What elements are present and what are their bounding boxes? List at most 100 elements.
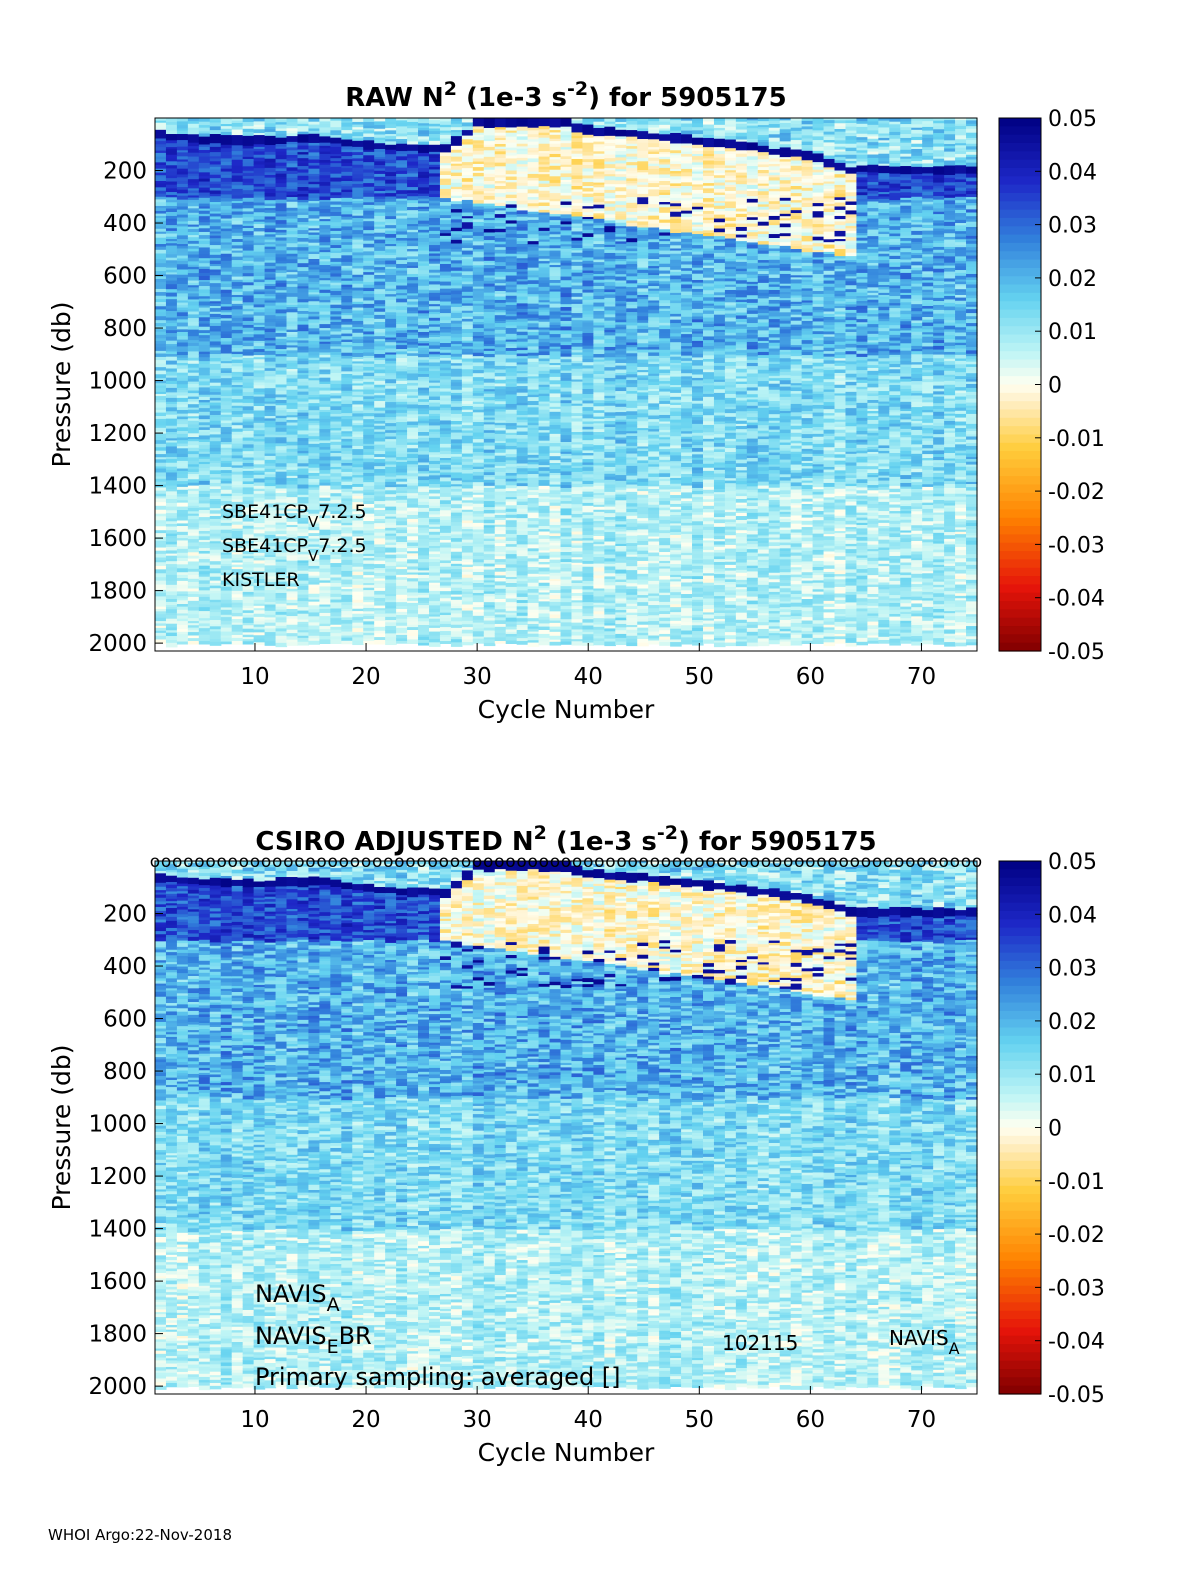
heatmap-cell	[286, 321, 299, 325]
heatmap-cell	[286, 371, 299, 376]
heatmap-cell	[429, 140, 441, 146]
heatmap-cell	[275, 387, 288, 392]
heatmap-cell	[286, 463, 299, 468]
heatmap-cell	[385, 391, 397, 396]
heatmap-cell	[341, 333, 353, 337]
heatmap-cell	[330, 209, 342, 213]
heatmap-cell	[286, 386, 299, 391]
heatmap-cell	[275, 363, 288, 369]
heatmap-cell	[187, 148, 200, 154]
heatmap-cell	[286, 284, 299, 288]
heatmap-cell	[231, 303, 244, 307]
heatmap-cell	[308, 580, 320, 583]
heatmap-cell	[242, 419, 255, 423]
heatmap-cell	[176, 466, 189, 470]
heatmap-cell	[297, 619, 310, 623]
heatmap-cell	[297, 163, 310, 167]
heatmap-cell	[187, 273, 200, 278]
heatmap-cell	[450, 584, 463, 589]
heatmap-cell	[319, 485, 331, 491]
heatmap-cell	[297, 145, 310, 151]
heatmap-cell	[286, 524, 299, 528]
heatmap-cell	[297, 276, 310, 281]
heatmap-cell	[308, 269, 320, 273]
heatmap-cell	[209, 411, 222, 416]
heatmap-cell	[264, 147, 277, 153]
heatmap-cell	[418, 171, 430, 176]
heatmap-cell	[319, 157, 331, 161]
heatmap-cell	[264, 298, 277, 302]
heatmap-cell	[155, 602, 167, 608]
heatmap-cell	[198, 604, 211, 608]
heatmap-cell	[341, 278, 353, 282]
heatmap-cell	[155, 466, 167, 470]
heatmap-cell	[209, 434, 222, 439]
heatmap-cell	[319, 171, 331, 176]
heatmap-cell	[198, 594, 211, 598]
heatmap-cell	[330, 543, 342, 547]
heatmap-cell	[198, 263, 211, 268]
heatmap-cell	[198, 510, 211, 515]
heatmap-cell	[275, 272, 288, 278]
heatmap-cell	[385, 439, 397, 443]
heatmap-cell	[286, 548, 299, 552]
heatmap-cell	[341, 216, 353, 221]
heatmap-cell	[396, 122, 408, 128]
heatmap-cell	[363, 230, 375, 235]
heatmap-cell	[363, 328, 375, 333]
heatmap-cell	[297, 492, 310, 496]
heatmap-cell	[450, 426, 463, 431]
heatmap-cell	[165, 336, 178, 342]
heatmap-cell	[330, 123, 342, 128]
heatmap-cell	[264, 455, 277, 461]
heatmap-cell	[220, 201, 233, 205]
heatmap-cell	[253, 327, 266, 332]
heatmap-cell	[319, 275, 331, 279]
heatmap-cell	[275, 548, 288, 554]
heatmap-cell	[264, 252, 277, 258]
heatmap-cell	[407, 427, 419, 431]
heatmap-cell	[176, 615, 189, 620]
heatmap-cell	[385, 568, 397, 573]
heatmap-cell	[308, 296, 320, 300]
heatmap-cell	[396, 210, 408, 214]
heatmap-cell	[231, 273, 244, 278]
heatmap-cell	[286, 586, 299, 590]
heatmap-cell	[396, 569, 408, 573]
heatmap-cell	[198, 493, 211, 498]
heatmap-cell	[330, 469, 342, 474]
heatmap-cell	[341, 371, 353, 375]
heatmap-cell	[253, 351, 266, 356]
heatmap-cell	[209, 605, 222, 611]
heatmap-cell	[385, 205, 397, 208]
heatmap-cell	[308, 395, 320, 398]
heatmap-cell	[220, 627, 233, 633]
heatmap-cell	[396, 407, 408, 411]
heatmap-cell	[176, 460, 189, 464]
heatmap-cell	[231, 159, 244, 164]
heatmap-cell	[286, 629, 299, 634]
heatmap-cell	[330, 266, 342, 271]
heatmap-cell	[396, 438, 408, 444]
heatmap-cell	[297, 540, 310, 546]
heatmap-cell	[297, 570, 310, 575]
heatmap-cell	[319, 153, 331, 159]
heatmap-cell	[209, 208, 222, 213]
heatmap-cell	[231, 572, 244, 576]
heatmap-cell	[155, 237, 167, 241]
heatmap-cell	[165, 289, 178, 294]
heatmap-cell	[253, 434, 266, 437]
heatmap-cell	[275, 290, 288, 294]
heatmap-cell	[330, 163, 342, 168]
heatmap-cell	[363, 398, 375, 403]
heatmap-cell	[341, 238, 353, 243]
heatmap-cell	[231, 451, 244, 456]
heatmap-cell	[352, 389, 364, 393]
heatmap-cell	[165, 194, 178, 198]
heatmap-cell	[275, 155, 288, 160]
heatmap-cell	[253, 359, 266, 364]
heatmap-cell	[187, 321, 200, 327]
heatmap-cell	[330, 463, 342, 468]
heatmap-cell	[385, 318, 397, 323]
heatmap-cell	[242, 430, 255, 435]
